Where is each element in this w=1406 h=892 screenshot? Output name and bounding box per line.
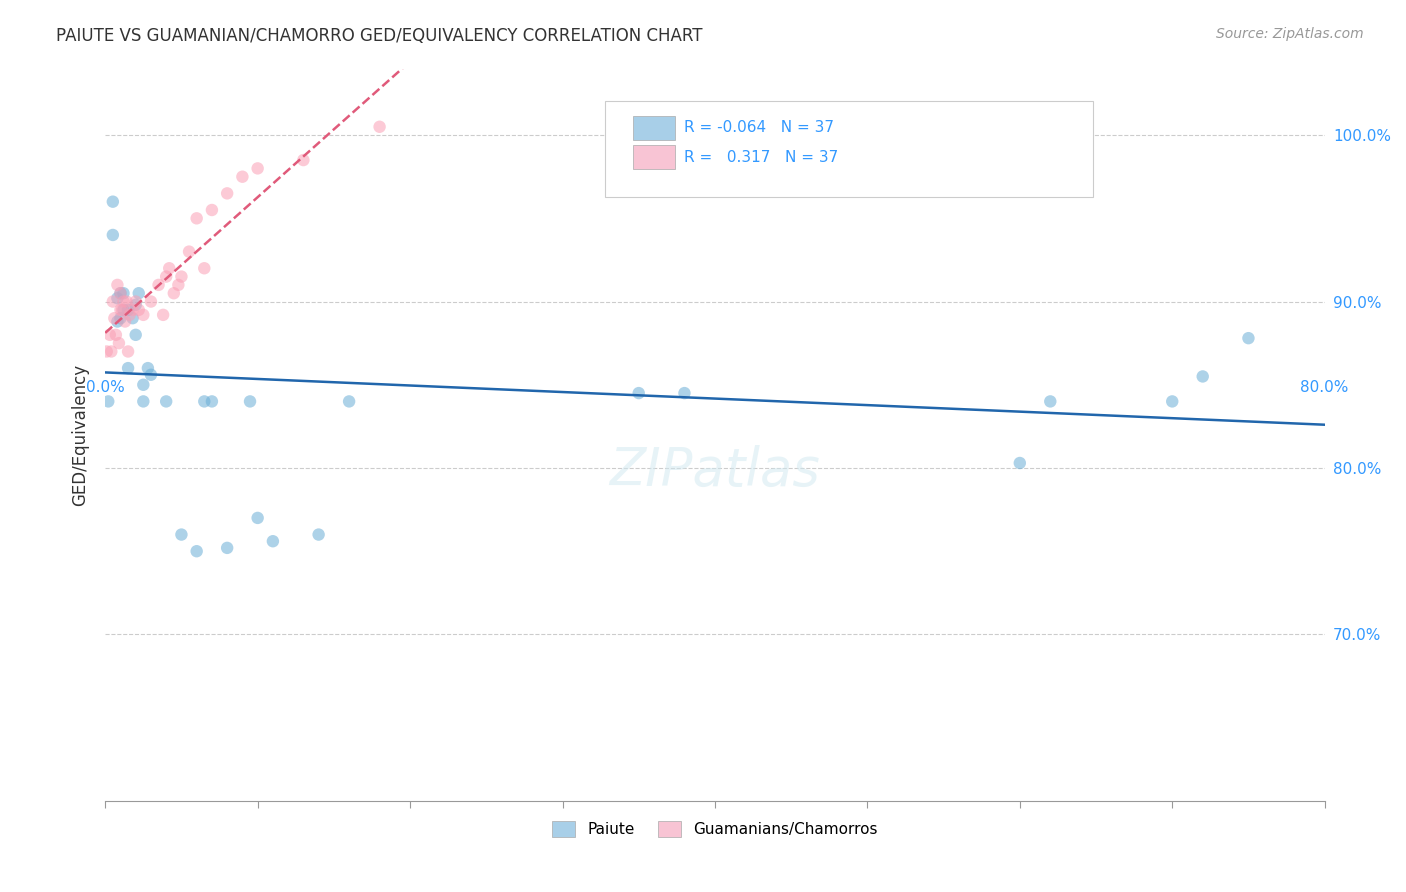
Text: ZIPatlas: ZIPatlas [610, 445, 820, 498]
Point [107, 314, 129, 328]
Text: R = -0.064   N = 37: R = -0.064 N = 37 [685, 120, 834, 136]
Point [239, 394, 262, 409]
Point [1191, 369, 1213, 384]
Point [139, 368, 162, 382]
Point [308, 527, 330, 541]
Point [108, 336, 131, 351]
Point [107, 277, 129, 292]
Point [201, 394, 224, 409]
Point [132, 308, 155, 322]
Point [163, 286, 186, 301]
Point [101, 294, 124, 309]
Point [98, 327, 121, 342]
Text: R =   0.317   N = 37: R = 0.317 N = 37 [685, 150, 839, 165]
Point [262, 534, 284, 549]
Point [132, 394, 155, 409]
Point [217, 186, 239, 201]
Point [103, 311, 125, 326]
Point [1039, 394, 1062, 409]
Point [107, 291, 129, 305]
Point [117, 302, 139, 317]
Text: Source: ZipAtlas.com: Source: ZipAtlas.com [1216, 27, 1364, 41]
Text: PAIUTE VS GUAMANIAN/CHAMORRO GED/EQUIVALENCY CORRELATION CHART: PAIUTE VS GUAMANIAN/CHAMORRO GED/EQUIVAL… [56, 27, 703, 45]
Point [125, 327, 148, 342]
Point [136, 361, 159, 376]
Point [139, 294, 162, 309]
Point [152, 308, 174, 322]
Point [112, 302, 135, 317]
Legend: Paiute, Guamanians/Chamorros: Paiute, Guamanians/Chamorros [544, 814, 886, 845]
Point [1161, 394, 1184, 409]
Point [193, 261, 215, 276]
Point [132, 377, 155, 392]
Point [110, 302, 132, 317]
Point [1008, 456, 1031, 470]
Point [111, 302, 134, 317]
Point [1237, 331, 1260, 345]
Point [96, 344, 118, 359]
Point [112, 294, 135, 309]
Point [97, 394, 120, 409]
Point [193, 394, 215, 409]
Point [155, 269, 177, 284]
Point [627, 386, 650, 401]
Point [121, 302, 143, 317]
Point [170, 269, 193, 284]
Point [170, 527, 193, 541]
Point [100, 344, 122, 359]
Point [110, 311, 132, 326]
Point [104, 327, 127, 342]
Point [117, 344, 139, 359]
Point [118, 308, 141, 322]
Point [128, 302, 150, 317]
Point [201, 202, 224, 217]
Point [186, 544, 208, 558]
Point [125, 298, 148, 312]
Point [101, 194, 124, 209]
Point [186, 211, 208, 226]
Point [673, 386, 696, 401]
FancyBboxPatch shape [633, 116, 675, 139]
Point [101, 227, 124, 242]
Point [110, 286, 132, 301]
Point [157, 261, 180, 276]
Point [246, 161, 269, 176]
FancyBboxPatch shape [605, 102, 1092, 196]
Point [231, 169, 253, 184]
Point [337, 394, 360, 409]
Point [121, 311, 143, 326]
Y-axis label: GED/Equivalency: GED/Equivalency [72, 364, 89, 506]
Point [177, 244, 200, 259]
Point [110, 286, 132, 301]
Point [217, 541, 239, 555]
Point [148, 277, 170, 292]
Point [117, 361, 139, 376]
Point [125, 294, 148, 309]
Point [246, 511, 269, 525]
Point [115, 294, 138, 309]
Point [114, 314, 136, 328]
Point [128, 286, 150, 301]
Point [167, 277, 190, 292]
Point [368, 120, 391, 134]
Text: 0.0%: 0.0% [86, 380, 125, 395]
Point [292, 153, 315, 167]
FancyBboxPatch shape [633, 145, 675, 169]
Point [112, 286, 135, 301]
Point [155, 394, 177, 409]
Text: 80.0%: 80.0% [1301, 380, 1348, 395]
